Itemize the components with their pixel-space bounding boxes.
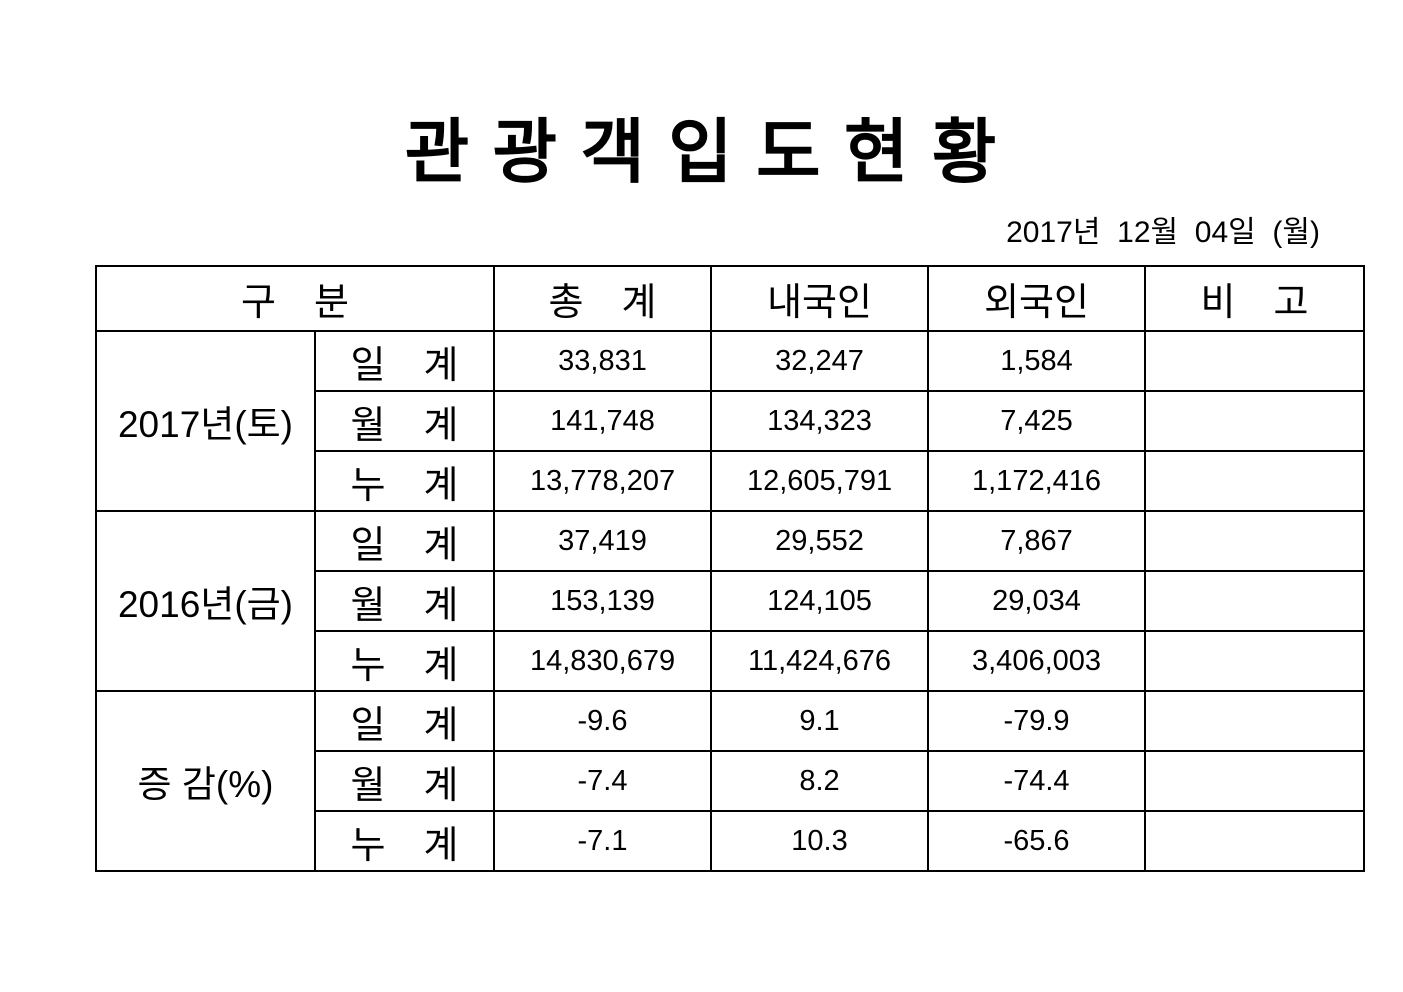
remarks-cell (1144, 570, 1366, 632)
period-label: 누 계 (313, 450, 496, 512)
total-value: -7.4 (493, 750, 713, 812)
domestic-value: 32,247 (710, 330, 930, 392)
foreign-value: -74.4 (927, 750, 1147, 812)
header-remarks: 비 고 (1144, 265, 1366, 332)
total-value: 13,778,207 (493, 450, 713, 512)
table-row: 누 계 14,830,679 11,424,676 3,406,003 (96, 630, 1366, 692)
table-row: 증 감(%) 일 계 -9.6 9.1 -79.9 (95, 690, 1366, 872)
foreign-value: 1,172,416 (927, 450, 1147, 512)
table-row: 월 계 153,139 124,105 29,034 (96, 570, 1366, 632)
foreign-value: 7,425 (927, 390, 1147, 452)
table-row: 월 계 -7.4 8.2 -74.4 (96, 750, 1366, 812)
remarks-cell (1144, 510, 1366, 572)
total-value: -9.6 (493, 690, 713, 752)
domestic-value: 8.2 (710, 750, 930, 812)
period-label: 누 계 (313, 630, 496, 692)
total-value: 153,139 (493, 570, 713, 632)
foreign-value: -65.6 (927, 810, 1147, 872)
page-title: 관 광 객 입 도 현 황 (404, 113, 999, 191)
remarks-cell (1144, 450, 1366, 512)
table-row: 월 계 141,748 134,323 7,425 (96, 390, 1366, 452)
header-category: 구 분 (94, 265, 496, 332)
remarks-cell (1144, 330, 1366, 392)
period-label: 월 계 (313, 570, 496, 632)
period-label: 일 계 (313, 330, 496, 392)
remarks-cell (1144, 810, 1366, 872)
remarks-cell (1144, 750, 1366, 812)
table-header-row: 구 분 총 계 내국인 외국인 비 고 (94, 265, 1366, 332)
foreign-value: -79.9 (927, 690, 1147, 752)
domestic-value: 9.1 (710, 690, 930, 752)
year-group-label-2017: 2017년(토) (95, 330, 316, 512)
remarks-cell (1144, 690, 1366, 752)
domestic-value: 124,105 (710, 570, 930, 632)
total-value: 37,419 (493, 510, 713, 572)
domestic-value: 134,323 (710, 390, 930, 452)
domestic-value: 11,424,676 (710, 630, 930, 692)
foreign-value: 29,034 (927, 570, 1147, 632)
table-row: 2017년(토) 일 계 33,831 32,247 1,584 (95, 330, 1366, 512)
domestic-value: 29,552 (710, 510, 930, 572)
total-value: 141,748 (493, 390, 713, 452)
period-label: 월 계 (313, 390, 496, 452)
table-row: 누 계 -7.1 10.3 -65.6 (96, 810, 1366, 872)
header-total: 총 계 (493, 265, 713, 332)
year-group-label-2016: 2016년(금) (95, 510, 316, 692)
header-domestic: 내국인 (710, 265, 930, 332)
report-date: 2017년 12월 04일 (월) (1006, 216, 1320, 249)
domestic-value: 10.3 (710, 810, 930, 872)
total-value: -7.1 (493, 810, 713, 872)
period-label: 일 계 (313, 690, 496, 752)
table-row: 2016년(금) 일 계 37,419 29,552 7,867 (95, 510, 1366, 692)
year-group-label-change: 증 감(%) (95, 690, 316, 872)
header-foreign: 외국인 (927, 265, 1147, 332)
total-value: 14,830,679 (493, 630, 713, 692)
remarks-cell (1144, 630, 1366, 692)
period-label: 월 계 (313, 750, 496, 812)
period-label: 누 계 (313, 810, 496, 872)
remarks-cell (1144, 390, 1366, 452)
domestic-value: 12,605,791 (710, 450, 930, 512)
period-label: 일 계 (313, 510, 496, 572)
foreign-value: 7,867 (927, 510, 1147, 572)
foreign-value: 1,584 (927, 330, 1147, 392)
table-row: 누 계 13,778,207 12,605,791 1,172,416 (96, 450, 1366, 512)
tourist-arrival-table: 구 분 총 계 내국인 외국인 비 고 2017년(토) 일 계 33,831 … (94, 265, 1366, 872)
foreign-value: 3,406,003 (927, 630, 1147, 692)
total-value: 33,831 (493, 330, 713, 392)
